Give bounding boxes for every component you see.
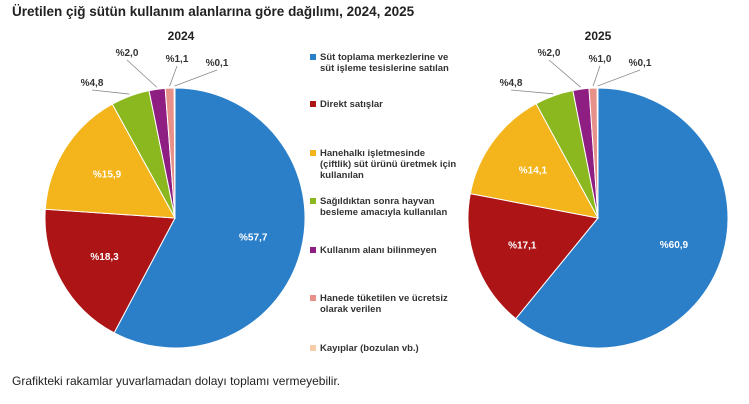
data-label: %4,8 — [500, 78, 523, 89]
pie-slice — [469, 103, 599, 219]
data-label: %17,1 — [508, 241, 537, 252]
legend-swatch — [310, 295, 316, 301]
leader-line — [126, 59, 158, 88]
legend-item: Süt toplama merkezlerine ve süt işleme te… — [310, 52, 449, 74]
data-label: %57,7 — [239, 232, 268, 243]
pie-title-1: 2024 — [168, 29, 195, 43]
legend-item: Hanede tüketilen ve ücretsiz olarak veril… — [310, 293, 448, 315]
pie-slice — [515, 87, 729, 349]
legend-item: Direkt satışlar — [310, 99, 383, 110]
legend-label-line: Hanehalkı işletmesinde — [320, 148, 426, 159]
legend-label-line: Kayıplar (bozulan vb.) — [320, 343, 419, 354]
pie-slice — [113, 87, 306, 349]
leader-line — [91, 89, 130, 95]
legend-item: Sağıldıktan sonra hayvan besleme amacıyla… — [310, 196, 447, 218]
legend-label: Kullanım alanı bilinmeyen — [320, 245, 437, 256]
chart-title: Üretilen çiğ sütün kullanım alanlarına g… — [12, 4, 415, 19]
legend-label-line: olarak verilen — [320, 304, 382, 315]
legend-label-line: (çiftlik) süt ürünü üretmek için — [320, 159, 457, 170]
pie-slice — [173, 87, 176, 219]
legend-label-line: Kullanım alanı bilinmeyen — [320, 245, 437, 256]
legend-label: Kayıplar (bozulan vb.) — [320, 343, 419, 354]
legend-label-line: Süt toplama merkezlerine ve — [320, 52, 449, 63]
data-label: %0,1 — [206, 58, 229, 69]
legend-item: Kullanım alanı bilinmeyen — [310, 245, 437, 256]
legend-label-line: Sağıldıktan sonra hayvan — [320, 196, 435, 207]
legend-label-line: Direkt satışlar — [320, 99, 383, 110]
legend-label-line: besleme amacıyla kullanılan — [320, 207, 448, 218]
legend-item: Hanehalkı işletmesinde (çiftlik) süt ürün… — [310, 148, 456, 181]
data-label: %15,9 — [93, 170, 122, 181]
data-label: %18,3 — [90, 252, 119, 263]
pie-slice — [596, 87, 599, 219]
legend-label: Direkt satışlar — [320, 99, 383, 110]
data-label: %60,9 — [660, 240, 689, 251]
legend-label-line: Hanede tüketilen ve ücretsiz — [320, 293, 448, 304]
data-label: %4,8 — [81, 78, 104, 89]
legend-swatch — [310, 150, 316, 156]
pie-slice — [44, 103, 176, 219]
pie-title-2: 2025 — [585, 29, 612, 43]
legend-label: Süt toplama merkezlerine ve süt işleme te… — [320, 52, 449, 74]
legend-swatch — [310, 247, 316, 253]
footnote: Grafikteki rakamlar yuvarlamadan dolayı … — [12, 374, 341, 388]
pie-slice — [467, 193, 599, 320]
leader-line — [169, 65, 178, 87]
leader-line — [548, 59, 581, 88]
legend-swatch — [310, 345, 316, 351]
legend-label: Hanehalkı işletmesinde (çiftlik) süt ürün… — [320, 148, 456, 181]
legend-swatch — [310, 101, 316, 107]
leader-line — [174, 69, 218, 87]
data-label: %14,1 — [519, 165, 548, 176]
legend-label-line: süt işleme tesislerine satılan — [320, 63, 449, 74]
leader-line — [592, 65, 601, 87]
data-label: %2,0 — [538, 48, 561, 59]
data-label: %2,0 — [116, 48, 139, 59]
legend-swatch — [310, 198, 316, 204]
legend-swatch — [310, 54, 316, 60]
legend-label: Hanede tüketilen ve ücretsiz olarak veril… — [320, 293, 448, 315]
legend-label-line: kullanılan — [320, 170, 364, 181]
legend-label: Sağıldıktan sonra hayvan besleme amacıyla… — [320, 196, 447, 218]
leader-line — [597, 69, 641, 87]
data-label: %0,1 — [629, 58, 652, 69]
pie-slice — [44, 208, 176, 334]
data-label: %1,1 — [166, 54, 189, 65]
legend-item: Kayıplar (bozulan vb.) — [310, 343, 419, 354]
leader-line — [510, 89, 554, 95]
data-label: %1,0 — [589, 54, 612, 65]
